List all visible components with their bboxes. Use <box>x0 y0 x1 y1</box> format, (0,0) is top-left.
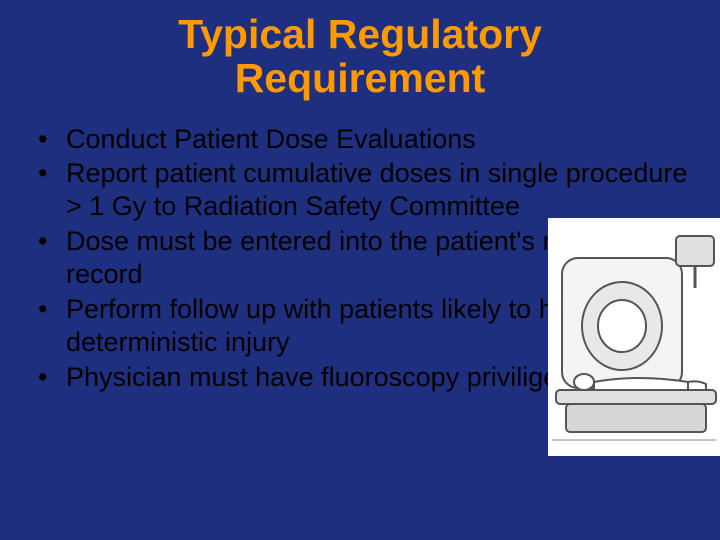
title-line-2: Requirement <box>235 55 486 101</box>
ct-scanner-illustration <box>548 218 720 456</box>
bullet-item: Conduct Patient Dose Evaluations <box>38 123 700 156</box>
title-line-1: Typical Regulatory <box>178 11 542 57</box>
bullet-item: Report patient cumulative doses in singl… <box>38 157 700 223</box>
slide-title: Typical Regulatory Requirement <box>0 0 720 123</box>
